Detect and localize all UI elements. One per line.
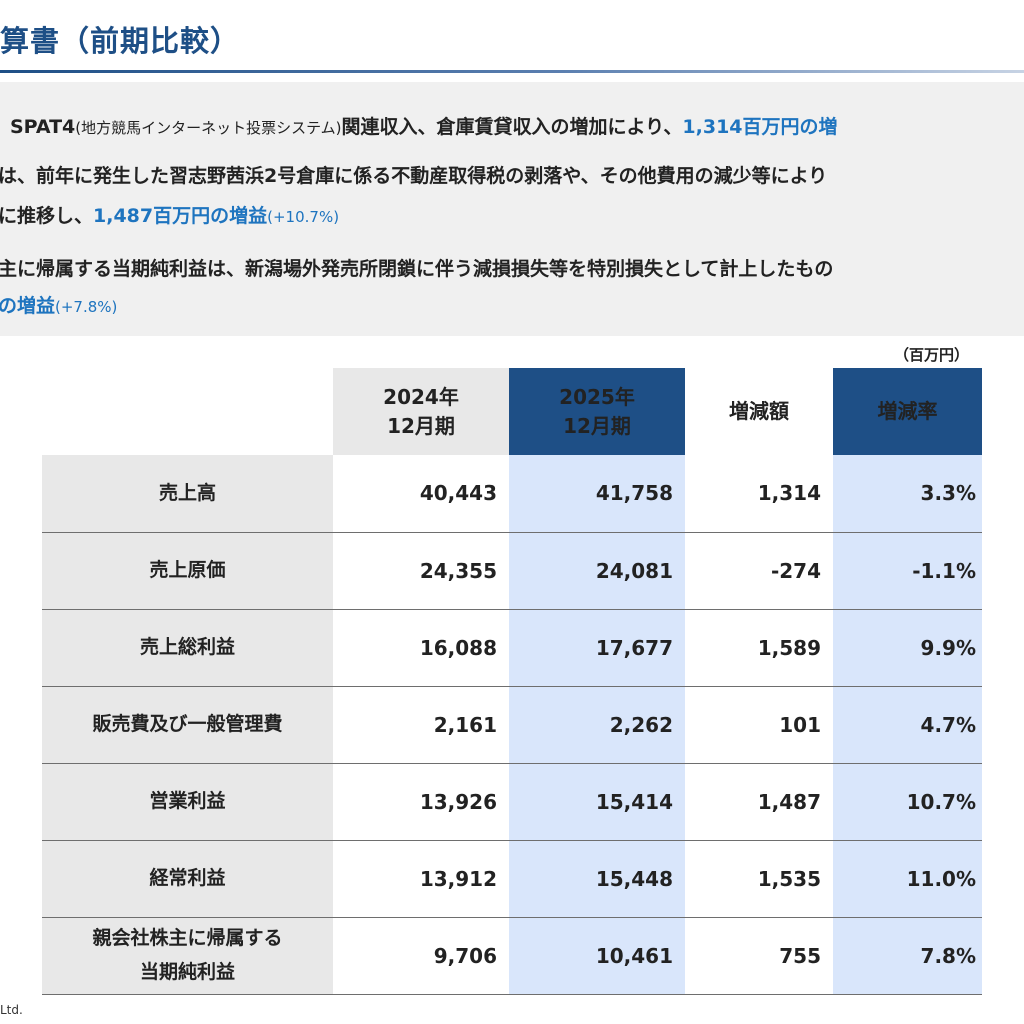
row-label: 販売費及び一般管理費 — [42, 686, 333, 764]
table-row: 営業利益 13,926 15,414 1,487 10.7% — [42, 763, 982, 841]
title-underline — [0, 70, 1024, 73]
table-row: 売上総利益 16,088 17,677 1,589 9.9% — [42, 609, 982, 687]
change-amount: 1,314 — [685, 455, 833, 533]
row-label-text: 売上総利益 — [139, 635, 235, 658]
row-label-text: 販売費及び一般管理費 — [92, 712, 283, 735]
row-label: 売上高 — [42, 455, 333, 533]
value-2024: 16,088 — [333, 609, 509, 687]
change-rate: -1.1% — [833, 532, 982, 610]
value-2024: 2,161 — [333, 686, 509, 764]
summary-box: SPAT4(地方競馬インターネット投票システム)関連収入、倉庫賃貸収入の増加によ… — [0, 82, 1024, 336]
footer-text: Ltd. — [0, 1003, 23, 1017]
summary-line-1-note: (地方競馬インターネット投票システム) — [75, 119, 342, 137]
value-2025: 41,758 — [509, 455, 685, 533]
header-prev-year: 2024年 — [383, 384, 459, 409]
row-label-text: 営業利益 — [149, 789, 226, 812]
summary-line-3-highlight: 1,487百万円の増益 — [93, 205, 268, 227]
change-amount: 1,487 — [685, 763, 833, 841]
summary-line-1-highlight: 1,314百万円の増 — [682, 116, 838, 138]
value-2025: 24,081 — [509, 532, 685, 610]
value-2024: 24,355 — [333, 532, 509, 610]
row-label-text: 売上高 — [158, 481, 216, 504]
value-2025: 17,677 — [509, 609, 685, 687]
value-2024: 13,926 — [333, 763, 509, 841]
row-label: 売上総利益 — [42, 609, 333, 687]
row-label-text: 売上原価 — [149, 558, 226, 581]
summary-line-5-rate: (+7.8%) — [55, 298, 118, 316]
header-cur-year: 2025年 — [559, 384, 635, 409]
table-row: 親会社株主に帰属する 当期純利益 9,706 10,461 755 7.8% — [42, 917, 982, 995]
change-rate: 3.3% — [833, 455, 982, 533]
value-2024: 9,706 — [333, 917, 509, 995]
row-label-text: 経常利益 — [149, 866, 226, 889]
change-amount: 101 — [685, 686, 833, 764]
table-header-row: 2024年 12月期 2025年 12月期 増減額 増減率 — [42, 368, 982, 455]
summary-line-5: の増益(+7.8%) — [0, 291, 117, 318]
page-title: 算書（前期比較） — [0, 24, 241, 58]
change-amount: 1,535 — [685, 840, 833, 918]
row-label: 経常利益 — [42, 840, 333, 918]
table-row: 販売費及び一般管理費 2,161 2,262 101 4.7% — [42, 686, 982, 764]
header-empty-cell — [42, 368, 333, 455]
table-row: 経常利益 13,912 15,448 1,535 11.0% — [42, 840, 982, 918]
change-rate: 10.7% — [833, 763, 982, 841]
value-2025: 2,262 — [509, 686, 685, 764]
header-change-rate: 増減率 — [833, 368, 982, 455]
change-rate: 4.7% — [833, 686, 982, 764]
value-2025: 15,414 — [509, 763, 685, 841]
header-current-period: 2025年 12月期 — [509, 368, 685, 455]
summary-line-2: は、前年に発生した習志野茜浜2号倉庫に係る不動産取得税の剥落や、その他費用の減少… — [0, 165, 828, 187]
row-label-text: 当期純利益 — [139, 960, 235, 983]
row-label: 売上原価 — [42, 532, 333, 610]
row-label: 営業利益 — [42, 763, 333, 841]
value-2024: 40,443 — [333, 455, 509, 533]
summary-line-1-system: SPAT4 — [10, 116, 76, 138]
header-prev-period: 2024年 12月期 — [333, 368, 509, 455]
value-2025: 10,461 — [509, 917, 685, 995]
row-label: 親会社株主に帰属する 当期純利益 — [42, 917, 333, 995]
income-statement-table: 2024年 12月期 2025年 12月期 増減額 増減率 売上高 40,443 41,… — [42, 368, 982, 995]
header-prev-month: 12月期 — [387, 413, 455, 438]
table-row: 売上高 40,443 41,758 1,314 3.3% — [42, 455, 982, 533]
change-amount: 755 — [685, 917, 833, 995]
summary-line-4: 主に帰属する当期純利益は、新潟場外発売所閉鎖に伴う減損損失等を特別損失として計上… — [0, 258, 834, 280]
table-row: 売上原価 24,355 24,081 -274 -1.1% — [42, 532, 982, 610]
summary-line-3-text: に推移し、 — [0, 205, 94, 227]
header-change-amount: 増減額 — [685, 368, 833, 455]
change-rate: 9.9% — [833, 609, 982, 687]
value-2024: 13,912 — [333, 840, 509, 918]
summary-line-5-highlight: の増益 — [0, 295, 56, 317]
summary-line-3: に推移し、1,487百万円の増益(+10.7%) — [0, 201, 339, 228]
summary-line-3-rate: (+10.7%) — [267, 208, 340, 226]
change-rate: 7.8% — [833, 917, 982, 995]
change-rate: 11.0% — [833, 840, 982, 918]
unit-label: （百万円） — [894, 346, 970, 364]
header-cur-month: 12月期 — [563, 413, 631, 438]
summary-line-1-text: 関連収入、倉庫賃貸収入の増加により、 — [341, 116, 683, 138]
change-amount: -274 — [685, 532, 833, 610]
summary-line-1: SPAT4(地方競馬インターネット投票システム)関連収入、倉庫賃貸収入の増加によ… — [10, 112, 838, 139]
value-2025: 15,448 — [509, 840, 685, 918]
change-amount: 1,589 — [685, 609, 833, 687]
row-label-text: 親会社株主に帰属する — [92, 927, 283, 950]
